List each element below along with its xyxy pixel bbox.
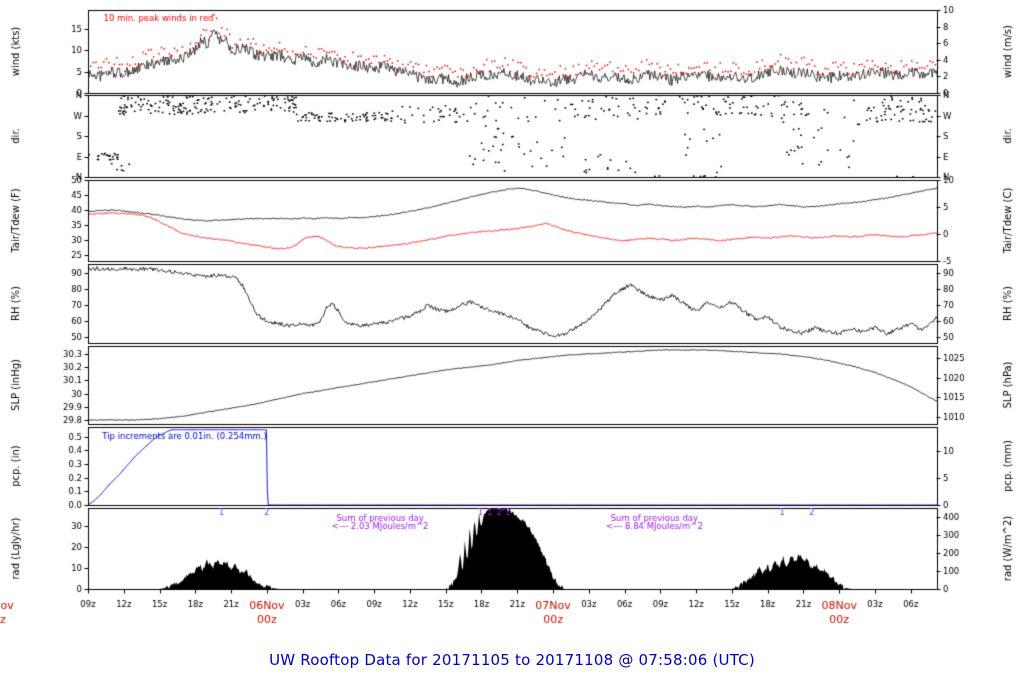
- meteogram-canvas: [0, 0, 1024, 648]
- chart-title: UW Rooftop Data for 20171105 to 20171108…: [269, 651, 755, 669]
